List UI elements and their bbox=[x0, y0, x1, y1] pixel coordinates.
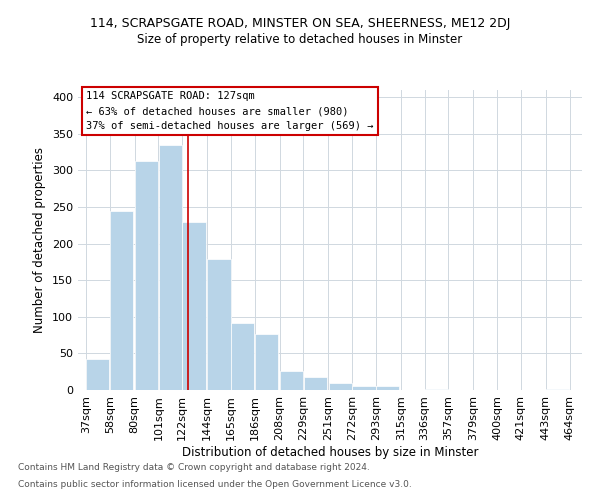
Bar bbox=[280, 371, 303, 390]
Text: Size of property relative to detached houses in Minster: Size of property relative to detached ho… bbox=[137, 32, 463, 46]
Bar bbox=[135, 161, 158, 390]
Bar bbox=[255, 334, 278, 390]
Bar bbox=[158, 145, 182, 390]
Bar bbox=[231, 324, 254, 390]
Bar bbox=[208, 259, 230, 390]
Bar bbox=[86, 358, 109, 390]
Bar bbox=[329, 382, 352, 390]
Text: Contains HM Land Registry data © Crown copyright and database right 2024.: Contains HM Land Registry data © Crown c… bbox=[18, 464, 370, 472]
Bar bbox=[352, 386, 376, 390]
Text: 114 SCRAPSGATE ROAD: 127sqm
← 63% of detached houses are smaller (980)
37% of se: 114 SCRAPSGATE ROAD: 127sqm ← 63% of det… bbox=[86, 92, 373, 131]
Text: 114, SCRAPSGATE ROAD, MINSTER ON SEA, SHEERNESS, ME12 2DJ: 114, SCRAPSGATE ROAD, MINSTER ON SEA, SH… bbox=[90, 18, 510, 30]
Bar bbox=[182, 222, 206, 390]
Bar bbox=[376, 386, 400, 390]
Bar bbox=[546, 388, 569, 390]
Y-axis label: Number of detached properties: Number of detached properties bbox=[34, 147, 46, 333]
Bar bbox=[304, 377, 327, 390]
Text: Contains public sector information licensed under the Open Government Licence v3: Contains public sector information licen… bbox=[18, 480, 412, 489]
Bar bbox=[110, 210, 133, 390]
X-axis label: Distribution of detached houses by size in Minster: Distribution of detached houses by size … bbox=[182, 446, 478, 458]
